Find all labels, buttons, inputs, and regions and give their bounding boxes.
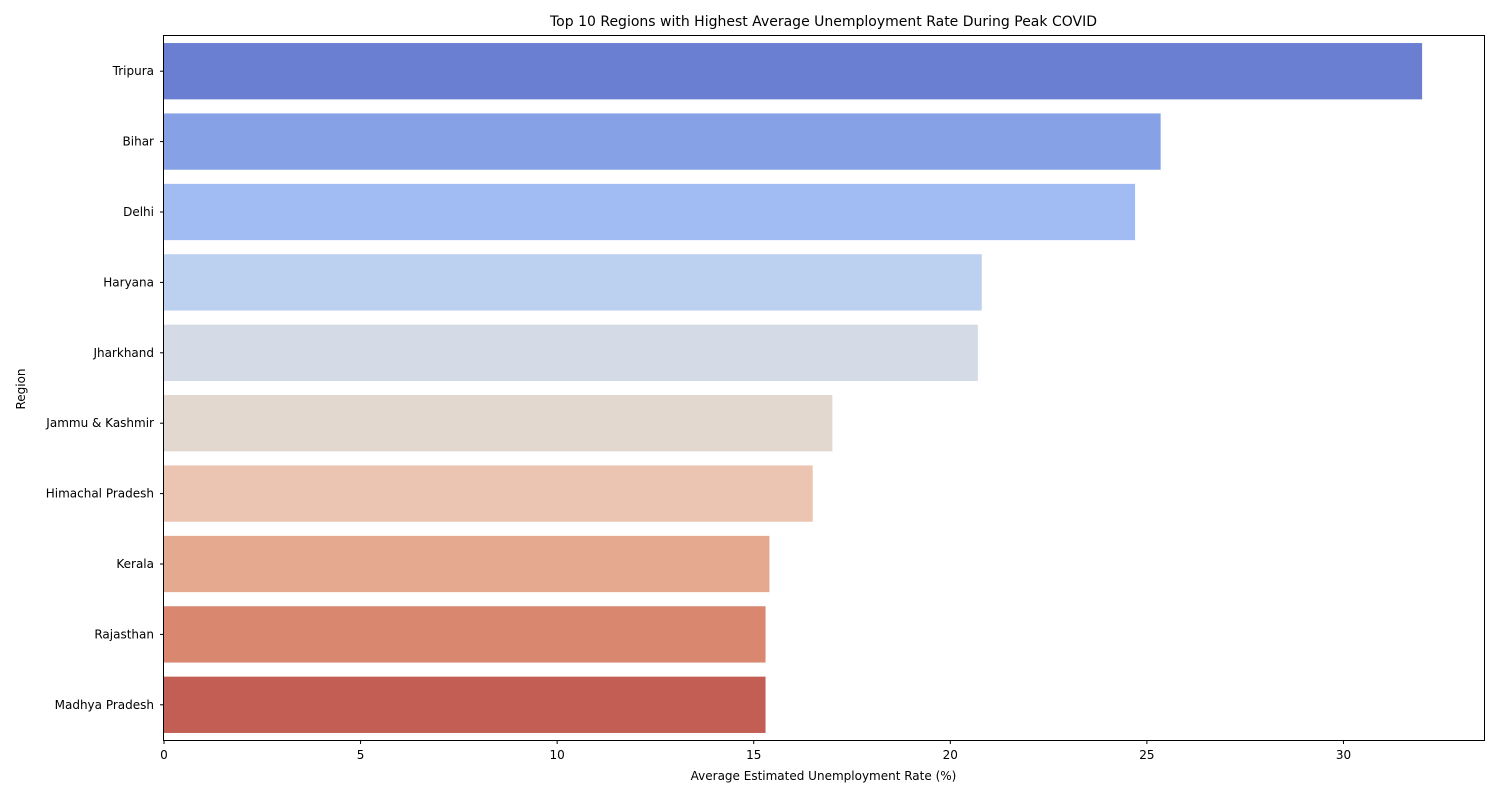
bars-group [164, 43, 1423, 733]
bar-4 [164, 324, 978, 381]
plot-frame [163, 35, 1485, 741]
chart-title: Top 10 Regions with Highest Average Unem… [549, 14, 1097, 30]
y-axis-ticks: Tripura Bihar Delhi Haryana Jharkhand Jammu &… [45, 64, 164, 712]
y-tick-label: Bihar [123, 135, 155, 149]
bar-1 [164, 113, 1161, 170]
bar-2 [164, 183, 1136, 241]
x-axis-ticks: 0 5 10 15 20 25 30 [160, 740, 1351, 762]
y-tick-label: Kerala [116, 557, 154, 571]
x-tick-label: 10 [550, 748, 565, 762]
y-tick-label: Delhi [123, 205, 154, 219]
y-tick-label: Himachal Pradesh [46, 487, 154, 501]
y-tick-label: Jammu & Kashmir [45, 416, 154, 430]
y-tick-label: Jharkhand [92, 346, 154, 360]
bar-5 [164, 395, 833, 452]
bar-0 [164, 43, 1423, 100]
bar-3 [164, 254, 982, 311]
bar-6 [164, 465, 813, 522]
x-tick-label: 25 [1139, 748, 1154, 762]
bar-9 [164, 676, 766, 733]
x-axis-label: Average Estimated Unemployment Rate (%) [691, 769, 957, 783]
x-tick-label: 5 [357, 748, 365, 762]
x-tick-label: 15 [746, 748, 761, 762]
y-tick-label: Rajasthan [94, 627, 154, 641]
y-tick-label: Madhya Pradesh [55, 698, 154, 712]
x-tick-label: 20 [943, 748, 958, 762]
x-tick-label: 0 [160, 748, 168, 762]
x-tick-label: 30 [1336, 748, 1351, 762]
y-axis-label: Region [14, 368, 28, 409]
y-tick-label: Tripura [112, 64, 154, 78]
y-tick-label: Haryana [103, 275, 154, 289]
bar-7 [164, 535, 770, 593]
bar-8 [164, 606, 766, 663]
